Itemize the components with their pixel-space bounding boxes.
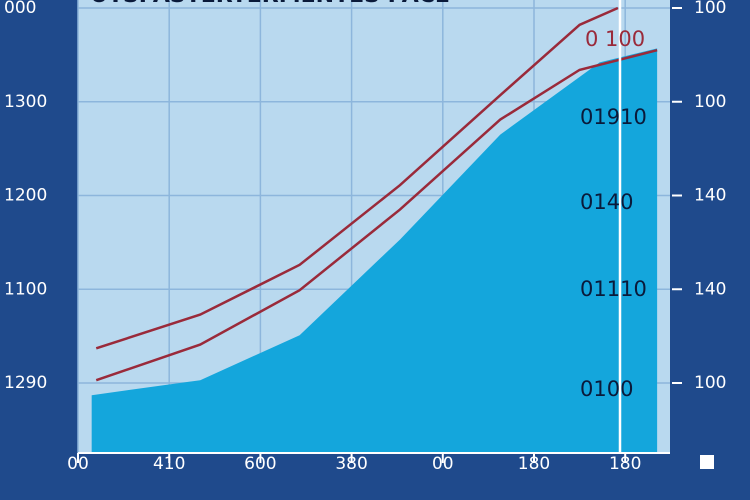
- y2-tick-label: 140: [694, 279, 726, 299]
- x-tick-label: 410: [153, 454, 185, 474]
- line: [95, 6, 619, 350]
- y-tick-label: 1290: [4, 373, 47, 393]
- y2-tick-label: 140: [694, 186, 726, 206]
- y-tick-label: 1300: [4, 92, 47, 112]
- corner-square: [700, 455, 714, 469]
- y2-tick-label: 100: [694, 0, 726, 18]
- x-tick-label: 600: [244, 454, 276, 474]
- y2-tick-label: 100: [694, 92, 726, 112]
- annotation: 01910: [580, 105, 647, 129]
- chart-title: UTSPASTERTERMENTES PACE: [90, 0, 450, 8]
- annotation: 0140: [580, 190, 633, 214]
- x-tick-label: 00: [432, 454, 454, 474]
- labels: 000 1300 1200 1100 1290 100 100 140 140 100 00 410 6…: [4, 0, 726, 474]
- y-tick-label: 1100: [4, 279, 47, 299]
- annotation: 01110: [580, 277, 647, 301]
- area: [91, 48, 658, 454]
- x-tick-label: 380: [335, 454, 367, 474]
- y-tick-label: 1200: [4, 186, 47, 206]
- marks: [91, 6, 658, 454]
- annotation: 0100: [580, 377, 633, 401]
- y2-tick-label: 100: [694, 373, 726, 393]
- y-tick-label: 000: [4, 0, 36, 18]
- x-tick-label: 180: [518, 454, 550, 474]
- annotation: 0 100: [585, 27, 645, 51]
- x-tick-label: 180: [609, 454, 641, 474]
- line: [95, 48, 658, 382]
- x-tick-label: 00: [67, 454, 89, 474]
